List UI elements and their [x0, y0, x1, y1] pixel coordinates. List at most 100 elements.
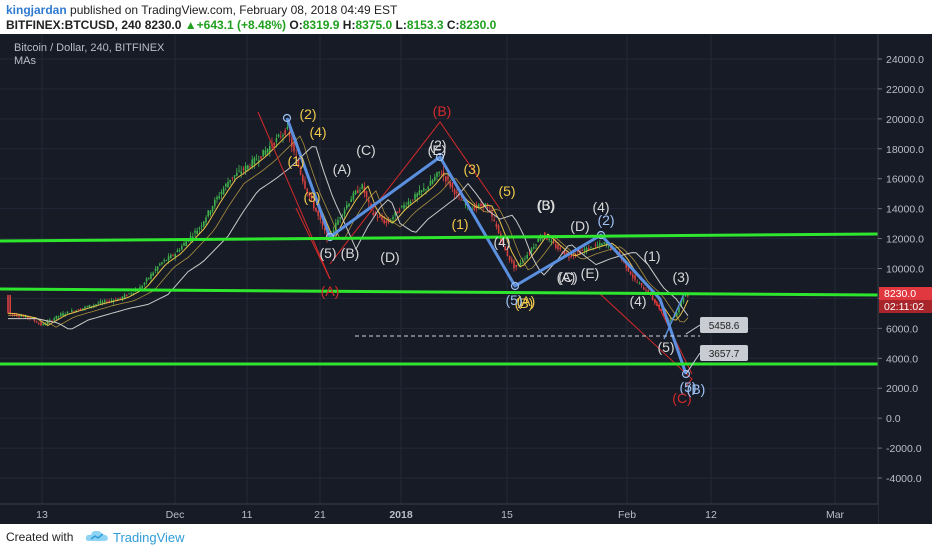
candle-body [392, 217, 394, 220]
candle-body [253, 157, 256, 165]
candle-body [348, 203, 350, 207]
author-link[interactable]: kingjardan [6, 3, 67, 17]
candle-body [559, 247, 561, 250]
wave-label: (3) [303, 189, 320, 205]
candle-body [205, 217, 207, 223]
pivot-marker [282, 113, 292, 123]
candle-body [464, 203, 467, 205]
candle-body [44, 324, 47, 326]
candle-body [209, 210, 212, 215]
candle-body [194, 230, 196, 233]
candle-body [277, 134, 280, 137]
candle-body [387, 221, 390, 223]
wave-label: (1) [643, 248, 660, 264]
candle-body [654, 299, 656, 304]
indicator-label[interactable]: MAs [14, 55, 36, 67]
candle-body [238, 170, 240, 172]
candle-body [361, 184, 363, 189]
candle-body [20, 316, 22, 318]
candle-body [214, 199, 216, 207]
candle-body [434, 176, 436, 181]
candle-body [524, 258, 526, 260]
candle-body [280, 136, 282, 138]
candle-body [550, 240, 553, 243]
candle-body [627, 264, 630, 272]
candle-body [581, 250, 583, 251]
candle-body [302, 175, 304, 182]
wave-label: (3) [537, 197, 554, 213]
candle-body [583, 249, 586, 251]
candle-body [181, 246, 183, 250]
close-label: C: [446, 18, 460, 32]
candle-body [49, 319, 51, 322]
candle-body [368, 199, 370, 203]
candle-body [218, 196, 220, 199]
wave-label: (5) [498, 183, 515, 199]
triangle-leg [597, 291, 693, 387]
candle-body [341, 214, 344, 216]
candle-body [220, 191, 223, 195]
candle-body [398, 210, 401, 212]
candle-body [372, 212, 374, 215]
candle-body [79, 309, 82, 310]
candle-body [308, 192, 311, 197]
chart-canvas[interactable]: (2)(4)(1)(3)(5) (B)(A)(C)(D)(E)(2)(1)(3)(… [0, 34, 932, 524]
candle-body [638, 283, 641, 285]
candle-body [207, 210, 209, 217]
price-tick-label: 16000.0 [886, 174, 924, 186]
candle-body [192, 236, 194, 239]
candle-body [86, 306, 88, 308]
candle-body [513, 261, 515, 269]
open-value: 8319.9 [302, 18, 340, 32]
candle-body [508, 255, 511, 260]
candle-body [603, 242, 605, 244]
candle-body [143, 282, 146, 285]
candle-body [82, 308, 84, 310]
candle-body [482, 203, 484, 208]
candle-body [475, 205, 478, 208]
candle-body [669, 320, 671, 322]
wave-label: (1) [287, 153, 304, 169]
candle-body [339, 217, 341, 219]
candle-body [594, 244, 597, 246]
candle-body [438, 171, 440, 173]
candle-body [172, 254, 174, 256]
chart-pane[interactable]: (2) (4) (1) (3) (5) (B) (A) (C) (D) (E) (2) (1) (3)(… [0, 34, 932, 524]
candle-body [324, 227, 326, 231]
price-axis: 24000.0 22000.0 20000.0 18000.0 16000.0 14000… [877, 34, 932, 524]
candle-body [9, 295, 11, 314]
candle-body [416, 193, 418, 197]
candle-body [167, 256, 170, 261]
candle-body [150, 273, 152, 279]
candle-body [27, 316, 29, 318]
candle-body [264, 150, 267, 155]
candle-body [244, 165, 247, 172]
candle-body [350, 199, 352, 203]
candle-body [478, 204, 480, 207]
triangle-leg [257, 111, 331, 280]
tradingview-brand[interactable]: TradingView [113, 530, 185, 545]
candle-body [35, 321, 38, 323]
current-price-text: 8230.0 [884, 288, 916, 300]
candle-body [165, 260, 168, 261]
wave-label: (5) [679, 379, 696, 395]
candle-body [526, 254, 528, 259]
candle-body [115, 299, 117, 301]
candle-body [632, 274, 634, 278]
time-tick-label: Mar [826, 509, 845, 521]
candle-body [456, 191, 458, 194]
candle-body [462, 199, 465, 201]
candle-body [159, 263, 161, 266]
candle-body [528, 252, 531, 254]
candle-body [33, 319, 36, 321]
candle-body [198, 227, 201, 229]
candle-body [546, 238, 548, 241]
ohlc-line: BITFINEX:BTCUSD, 240 8230.0 ▲+643.1 (+8.… [6, 18, 496, 32]
candle-body [55, 315, 58, 319]
candle-body [473, 206, 476, 211]
candle-body [156, 266, 159, 271]
candle-body [643, 287, 645, 290]
candle-body [299, 167, 302, 175]
candle-body [260, 156, 262, 159]
wave-label: (A) [321, 283, 340, 299]
